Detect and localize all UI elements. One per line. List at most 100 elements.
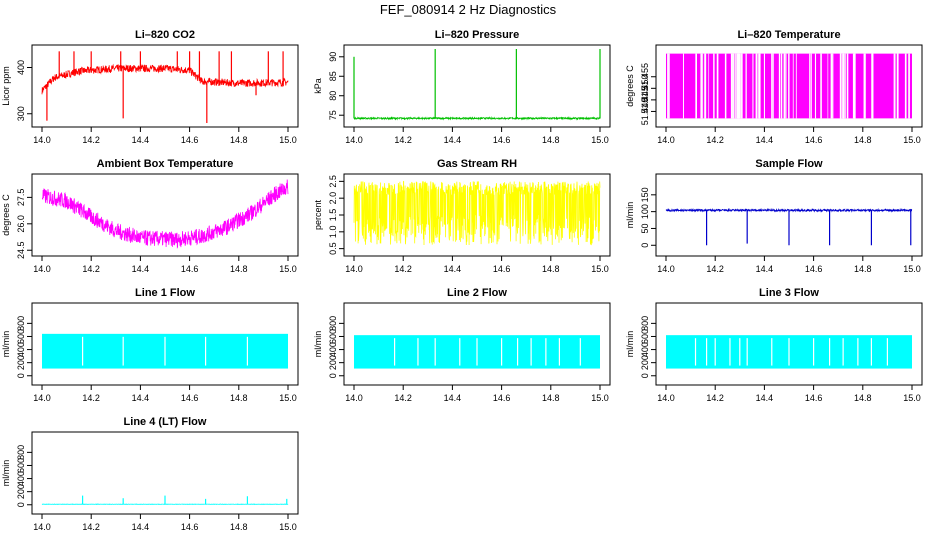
x-tick-label: 15.0 (279, 135, 297, 145)
x-tick-label: 14.6 (805, 264, 823, 274)
y-tick-label: 0 (16, 373, 26, 378)
y-tick-label: 800 (640, 316, 650, 331)
x-tick-label: 14.0 (33, 264, 51, 274)
x-tick-label: 14.8 (854, 264, 872, 274)
x-tick-label: 14.8 (542, 393, 560, 403)
x-axis: 14.0 14.2 14.4 14.6 14.8 15.0 (33, 126, 297, 145)
panel-title: Line 2 Flow (447, 287, 507, 299)
y-axis: 0.5 1.0 1.5 2.0 2.5 (328, 175, 344, 255)
panel-title: Sample Flow (755, 158, 823, 170)
y-tick-label: 0.5 (328, 242, 338, 255)
x-tick-label: 14.2 (394, 393, 412, 403)
x-tick-label: 14.2 (82, 522, 100, 532)
y-tick-label: 0 (640, 243, 650, 248)
x-tick-label: 14.2 (706, 393, 724, 403)
figure-title: FEF_080914 2 Hz Diagnostics (379, 2, 557, 17)
x-tick-label: 14.0 (33, 135, 51, 145)
y-tick-label: 0 (328, 373, 338, 378)
x-tick-label: 14.6 (805, 393, 823, 403)
y-tick-label: 27.5 (16, 189, 26, 207)
plot-frame (31, 44, 299, 128)
x-tick-label: 14.2 (394, 135, 412, 145)
x-tick-label: 14.2 (82, 393, 100, 403)
y-tick-label: 300 (16, 106, 26, 121)
y-axis-label: percent (313, 199, 323, 230)
y-tick-label: 0 (16, 502, 26, 507)
plot-frame (31, 173, 299, 257)
x-tick-label: 14.6 (181, 393, 199, 403)
panel-title: Li–820 Temperature (737, 29, 840, 41)
y-axis-label: degrees C (625, 65, 635, 107)
x-tick-label: 14.6 (181, 135, 199, 145)
y-tick-label: 2.0 (328, 192, 338, 205)
x-axis: 14.0 14.2 14.4 14.6 14.8 15.0 (657, 384, 921, 403)
x-tick-label: 14.4 (132, 264, 150, 274)
x-tick-label: 14.4 (756, 135, 774, 145)
panel-7: Line 1 Flow ml/min 14.0 14.2 14.4 14.6 14.8 15.… (1, 287, 299, 403)
x-tick-label: 15.0 (903, 264, 921, 274)
y-tick-label: 1.5 (328, 209, 338, 222)
panel-9: Line 3 Flow ml/min 14.0 14.2 14.4 14.6 14.8 15.… (625, 287, 923, 403)
x-tick-label: 15.0 (591, 393, 609, 403)
x-tick-label: 14.6 (493, 393, 511, 403)
y-axis-label: ml/min (313, 331, 323, 358)
y-tick-label: 800 (16, 445, 26, 460)
x-axis: 14.0 14.2 14.4 14.6 14.8 15.0 (657, 126, 921, 145)
y-axis-label: kPa (313, 78, 323, 94)
y-tick-label: 400 (16, 471, 26, 486)
y-tick-label: 600 (640, 329, 650, 344)
data-line (353, 116, 601, 121)
x-axis: 14.0 14.2 14.4 14.6 14.8 15.0 (33, 255, 297, 274)
x-tick-label: 14.4 (132, 135, 150, 145)
y-tick-label: 75 (328, 110, 338, 120)
x-tick-label: 14.2 (706, 264, 724, 274)
x-tick-label: 14.4 (444, 135, 462, 145)
y-axis-label: degrees C (1, 194, 11, 236)
x-tick-label: 14.0 (657, 264, 675, 274)
panel-6: Sample Flow ml/min 14.0 14.2 14.4 14.6 14.8 15.… (625, 158, 923, 274)
y-axis-label: ml/min (1, 460, 11, 487)
panel-5: Gas Stream RH percent 14.0 14.2 14.4 14.6 14.8… (313, 158, 611, 274)
x-tick-label: 14.2 (394, 264, 412, 274)
x-tick-label: 14.4 (444, 264, 462, 274)
plot-frame (343, 44, 611, 128)
x-axis: 14.0 14.2 14.4 14.6 14.8 15.0 (33, 513, 297, 532)
y-tick-label: 51.450 (640, 75, 650, 103)
y-tick-label: 150 (640, 187, 650, 202)
y-axis: 0 50 100 150 (640, 187, 656, 248)
x-tick-label: 14.2 (82, 135, 100, 145)
series-RH (353, 180, 601, 246)
x-tick-label: 14.8 (230, 135, 248, 145)
y-tick-label: 200 (16, 355, 26, 370)
y-tick-label: 51.445 (640, 86, 650, 114)
y-tick-label: 100 (640, 204, 650, 219)
x-axis: 14.0 14.2 14.4 14.6 14.8 15.0 (657, 255, 921, 274)
y-tick-label: 1.0 (328, 226, 338, 239)
x-axis: 14.0 14.2 14.4 14.6 14.8 15.0 (345, 384, 609, 403)
data-line (41, 63, 289, 95)
x-tick-label: 14.0 (33, 393, 51, 403)
y-tick-label: 80 (328, 91, 338, 101)
y-axis: 75 80 85 90 (328, 52, 344, 120)
series-Line3 (666, 335, 912, 369)
x-tick-label: 14.4 (132, 393, 150, 403)
series-CO2 (41, 51, 289, 123)
data-line (353, 180, 601, 246)
x-tick-label: 14.0 (345, 135, 363, 145)
x-tick-label: 15.0 (279, 393, 297, 403)
y-tick-label: 51.455 (640, 63, 650, 91)
y-axis-label: ml/min (625, 202, 635, 229)
y-axis-label: ml/min (625, 331, 635, 358)
y-tick-label: 2.5 (328, 175, 338, 188)
panel-title: Ambient Box Temperature (97, 158, 234, 170)
series-Line2 (354, 335, 600, 369)
x-tick-label: 15.0 (279, 264, 297, 274)
series-Sample (665, 207, 913, 246)
y-tick-label: 0 (640, 373, 650, 378)
y-axis: 300 400 (16, 60, 32, 121)
x-tick-label: 14.6 (181, 522, 199, 532)
